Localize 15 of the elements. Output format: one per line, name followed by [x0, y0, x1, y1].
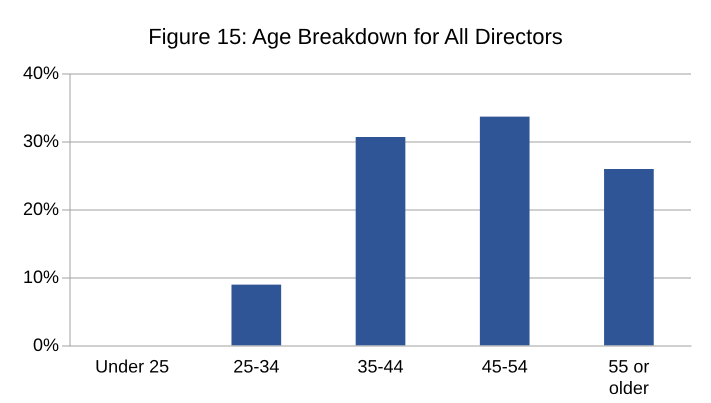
- y-tick-label: 0%: [33, 334, 60, 355]
- x-tick-label: 55 or older: [608, 356, 650, 398]
- x-tick-label: 35-44: [357, 356, 404, 377]
- x-tick-label: 45-54: [482, 356, 528, 377]
- x-tick-label: Under 25: [95, 356, 170, 377]
- y-tick-label: 30%: [22, 130, 60, 151]
- bar: [480, 116, 530, 346]
- bar: [356, 137, 406, 346]
- bar: [604, 169, 654, 346]
- y-tick-label: 10%: [22, 266, 60, 287]
- y-tick-label: 40%: [22, 62, 60, 83]
- y-tick-label: 20%: [22, 198, 60, 219]
- x-tick-label: 25-34: [233, 356, 280, 377]
- bar: [231, 284, 282, 346]
- chart-title: Figure 15: Age Breakdown for All Directors: [147, 24, 564, 50]
